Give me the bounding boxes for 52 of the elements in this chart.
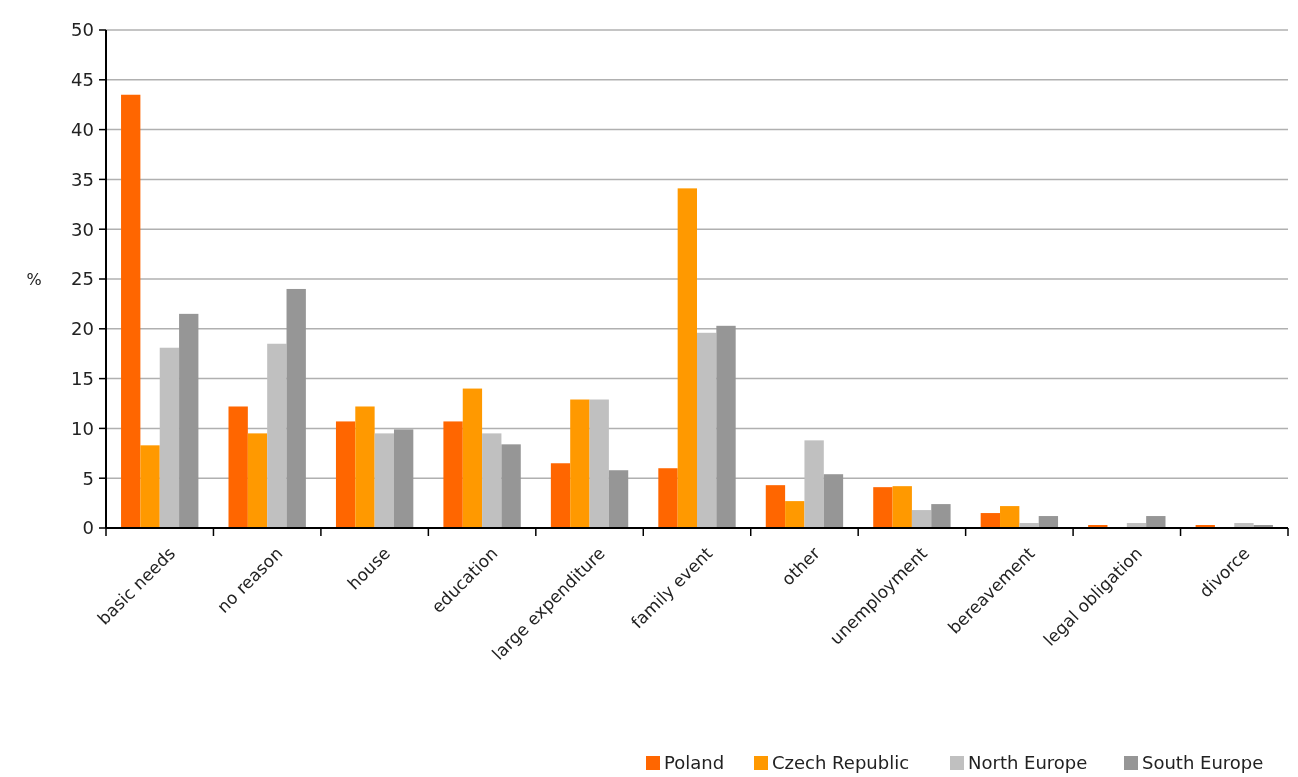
bar	[980, 513, 1001, 528]
bar	[355, 406, 375, 528]
y-tick-label: 30	[71, 218, 94, 240]
bar	[393, 429, 414, 528]
y-tick-label: 0	[82, 517, 94, 539]
y-tick-label: 20	[71, 318, 94, 340]
y-tick-label: 15	[71, 367, 94, 389]
bar	[823, 474, 844, 528]
legend-label: North Europe	[968, 751, 1088, 773]
bar	[765, 485, 786, 528]
bar	[931, 504, 951, 528]
legend-label: South Europe	[1142, 751, 1264, 773]
bar	[501, 444, 521, 528]
bar	[179, 313, 199, 528]
y-axis-title: %	[26, 269, 42, 289]
bar	[911, 510, 932, 528]
y-tick-label: 35	[71, 168, 94, 190]
bar	[247, 433, 268, 528]
y-tick-label: 25	[71, 268, 94, 290]
bar	[1038, 516, 1059, 528]
bar	[374, 433, 394, 528]
bar	[159, 347, 180, 528]
y-tick-label: 5	[82, 467, 94, 489]
bar	[716, 325, 736, 528]
bar	[785, 501, 805, 528]
bar	[1146, 516, 1166, 528]
bar	[658, 468, 678, 528]
bar	[121, 94, 141, 528]
y-tick-label: 45	[71, 69, 94, 91]
bar	[228, 406, 248, 528]
bar	[804, 440, 824, 528]
legend-label: Poland	[664, 751, 725, 773]
bar	[482, 433, 502, 528]
bar	[589, 399, 609, 528]
bar	[1000, 506, 1020, 528]
bar	[677, 188, 697, 528]
bar	[335, 421, 356, 528]
bar	[550, 463, 571, 528]
bar	[140, 445, 160, 528]
bar	[873, 487, 893, 528]
bar	[267, 343, 287, 528]
bar	[892, 486, 912, 528]
bar	[462, 388, 483, 528]
bar	[608, 470, 629, 528]
y-tick-label: 40	[71, 118, 94, 140]
y-tick-label: 50	[71, 19, 94, 41]
bar	[570, 399, 590, 528]
bar	[286, 288, 306, 528]
bar	[697, 332, 717, 528]
y-tick-label: 10	[71, 417, 94, 439]
legend-label: Czech Republic	[772, 751, 910, 773]
bar	[443, 421, 463, 528]
